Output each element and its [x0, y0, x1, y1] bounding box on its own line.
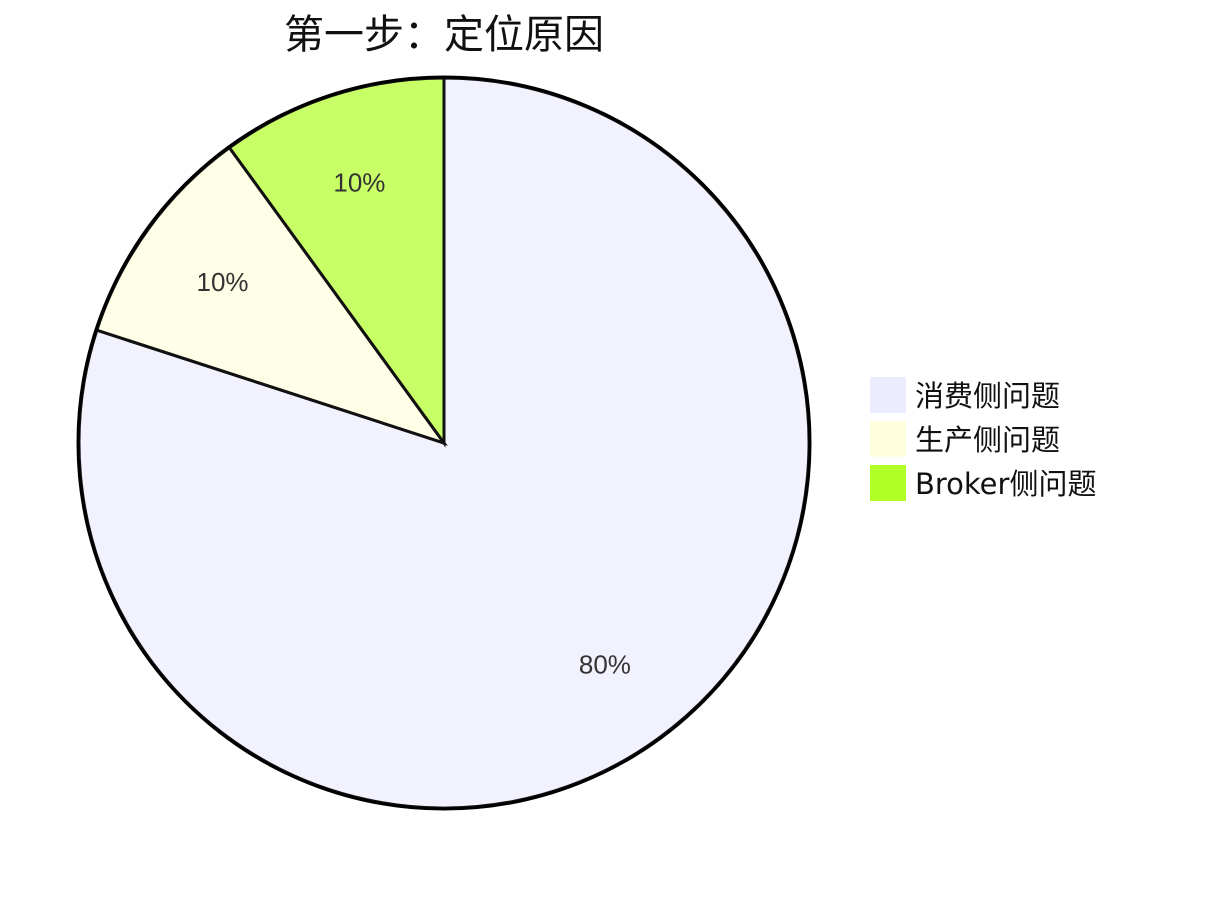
chart-title: 第一步：定位原因	[284, 12, 604, 58]
legend-label: 生产侧问题	[915, 423, 1060, 457]
legend-swatch	[870, 421, 906, 457]
legend-swatch	[870, 465, 906, 501]
pie-outline	[76, 75, 812, 811]
legend-swatch	[870, 377, 906, 413]
legend-label: Broker侧问题	[915, 467, 1096, 501]
slice-label: 10%	[197, 267, 249, 297]
slice-label: 10%	[333, 168, 385, 198]
slice-label: 80%	[579, 649, 631, 679]
legend-label: 消费侧问题	[915, 379, 1060, 413]
